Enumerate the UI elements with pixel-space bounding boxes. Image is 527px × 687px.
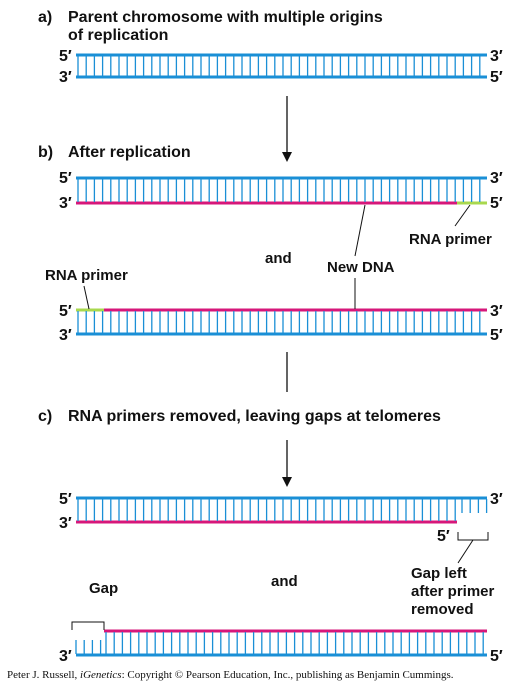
- duplex-b1-bottom-right-label: 5′: [490, 195, 503, 212]
- duplex-b2-bottom-right-label: 5′: [490, 327, 503, 344]
- credit-prefix: Peter J. Russell,: [7, 669, 81, 681]
- gap-label: Gap: [89, 580, 118, 597]
- and-label-2: and: [271, 573, 298, 590]
- gap-left-label-line3: removed: [411, 601, 474, 618]
- credit-line: Peter J. Russell, iGenetics: Copyright ©…: [7, 669, 454, 681]
- rna-primer-label-1: RNA primer: [409, 231, 492, 248]
- and-label-1: and: [265, 250, 292, 267]
- duplex-a-top-right-label: 3′: [490, 48, 503, 65]
- rna-primer-2-pointer: [83, 285, 90, 310]
- section-b-title: After replication: [68, 144, 191, 161]
- arrow-a-to-b-head: [282, 152, 292, 162]
- new-dna-label: New DNA: [327, 259, 395, 276]
- duplex-a-top-left-label: 5′: [59, 48, 72, 65]
- section-c-letter: c): [38, 408, 52, 425]
- section-b-letter: b): [38, 144, 53, 161]
- duplex-c2-bottom-right-label: 5′: [490, 648, 503, 665]
- dna-strands: [75, 53, 488, 657]
- arrow-c-head: [282, 477, 292, 487]
- duplex-b2-top-left-label: 5′: [59, 303, 72, 320]
- duplex-b1-bottom-left-label: 3′: [59, 195, 72, 212]
- duplex-b1-top-left-label: 5′: [59, 170, 72, 187]
- gap-left-label-line1: Gap left: [411, 565, 467, 582]
- gap-left-bracket: [457, 532, 489, 541]
- duplex-c1-top-right-label: 3′: [490, 491, 503, 508]
- duplex-b1-top-right-label: 3′: [490, 170, 503, 187]
- section-c-title: RNA primers removed, leaving gaps at tel…: [68, 408, 441, 425]
- new-dna-pointer-top: [354, 204, 366, 257]
- duplex-b2-bottom-left-label: 3′: [59, 327, 72, 344]
- duplex-c1-bottom-left-label: 3′: [59, 515, 72, 532]
- section-a-title-line2: of replication: [68, 27, 168, 44]
- section-a-title-line1: Parent chromosome with multiple origins: [68, 9, 383, 26]
- gap-left-label-line2: after primer: [411, 583, 495, 600]
- gap-left-pointer: [457, 539, 474, 564]
- duplex-c2-bottom-left-label: 3′: [59, 648, 72, 665]
- gap-bracket: [71, 621, 105, 630]
- rna-primer-1-pointer: [454, 204, 471, 227]
- duplex-b2-top-right-label: 3′: [490, 303, 503, 320]
- duplex-c1-top-left-label: 5′: [59, 491, 72, 508]
- credit-title: iGenetics: [80, 669, 122, 681]
- duplex-a-bottom-left-label: 3′: [59, 69, 72, 86]
- credit-suffix: : Copyright © Pearson Education, Inc., p…: [121, 669, 454, 681]
- duplex-c1-new-strand-5-label: 5′: [437, 528, 450, 545]
- section-a-letter: a): [38, 9, 52, 26]
- duplex-a-bottom-right-label: 5′: [490, 69, 503, 86]
- rna-primer-label-2: RNA primer: [45, 267, 128, 284]
